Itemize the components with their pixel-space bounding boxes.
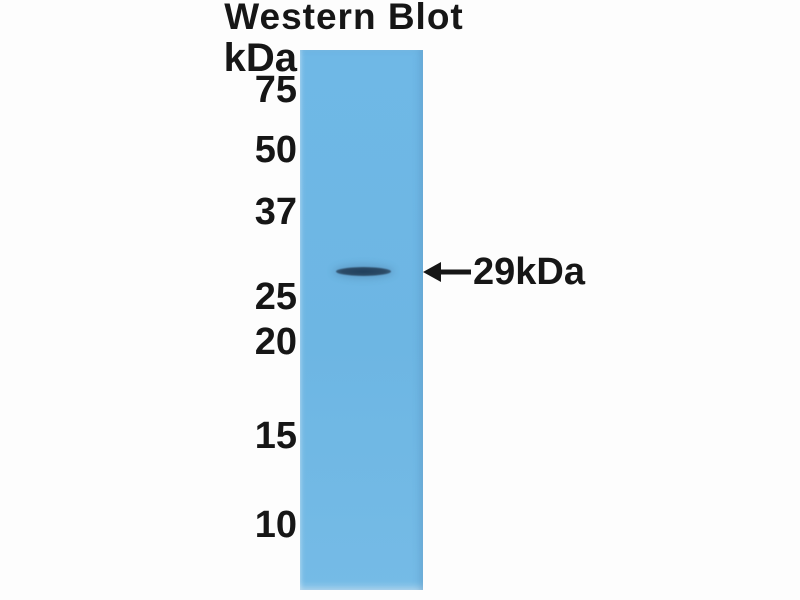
blot-lane bbox=[300, 50, 423, 590]
left-arrow-icon bbox=[423, 262, 471, 282]
ladder-marker-25: 25 bbox=[254, 276, 297, 318]
ladder-marker-20: 20 bbox=[254, 321, 297, 363]
ladder-marker-10: 10 bbox=[254, 504, 297, 546]
band-annotation: 29kDa bbox=[422, 253, 585, 291]
ladder-marker-75: 75 bbox=[254, 69, 297, 111]
band-annotation-label: 29kDa bbox=[473, 251, 585, 293]
figure-title: Western Blot bbox=[224, 0, 464, 37]
kda-unit-label: kDa bbox=[223, 36, 297, 80]
ladder-marker-50: 50 bbox=[254, 129, 297, 171]
ladder-marker-15: 15 bbox=[254, 415, 297, 457]
ladder-marker-37: 37 bbox=[254, 191, 297, 233]
protein-band bbox=[336, 267, 391, 276]
